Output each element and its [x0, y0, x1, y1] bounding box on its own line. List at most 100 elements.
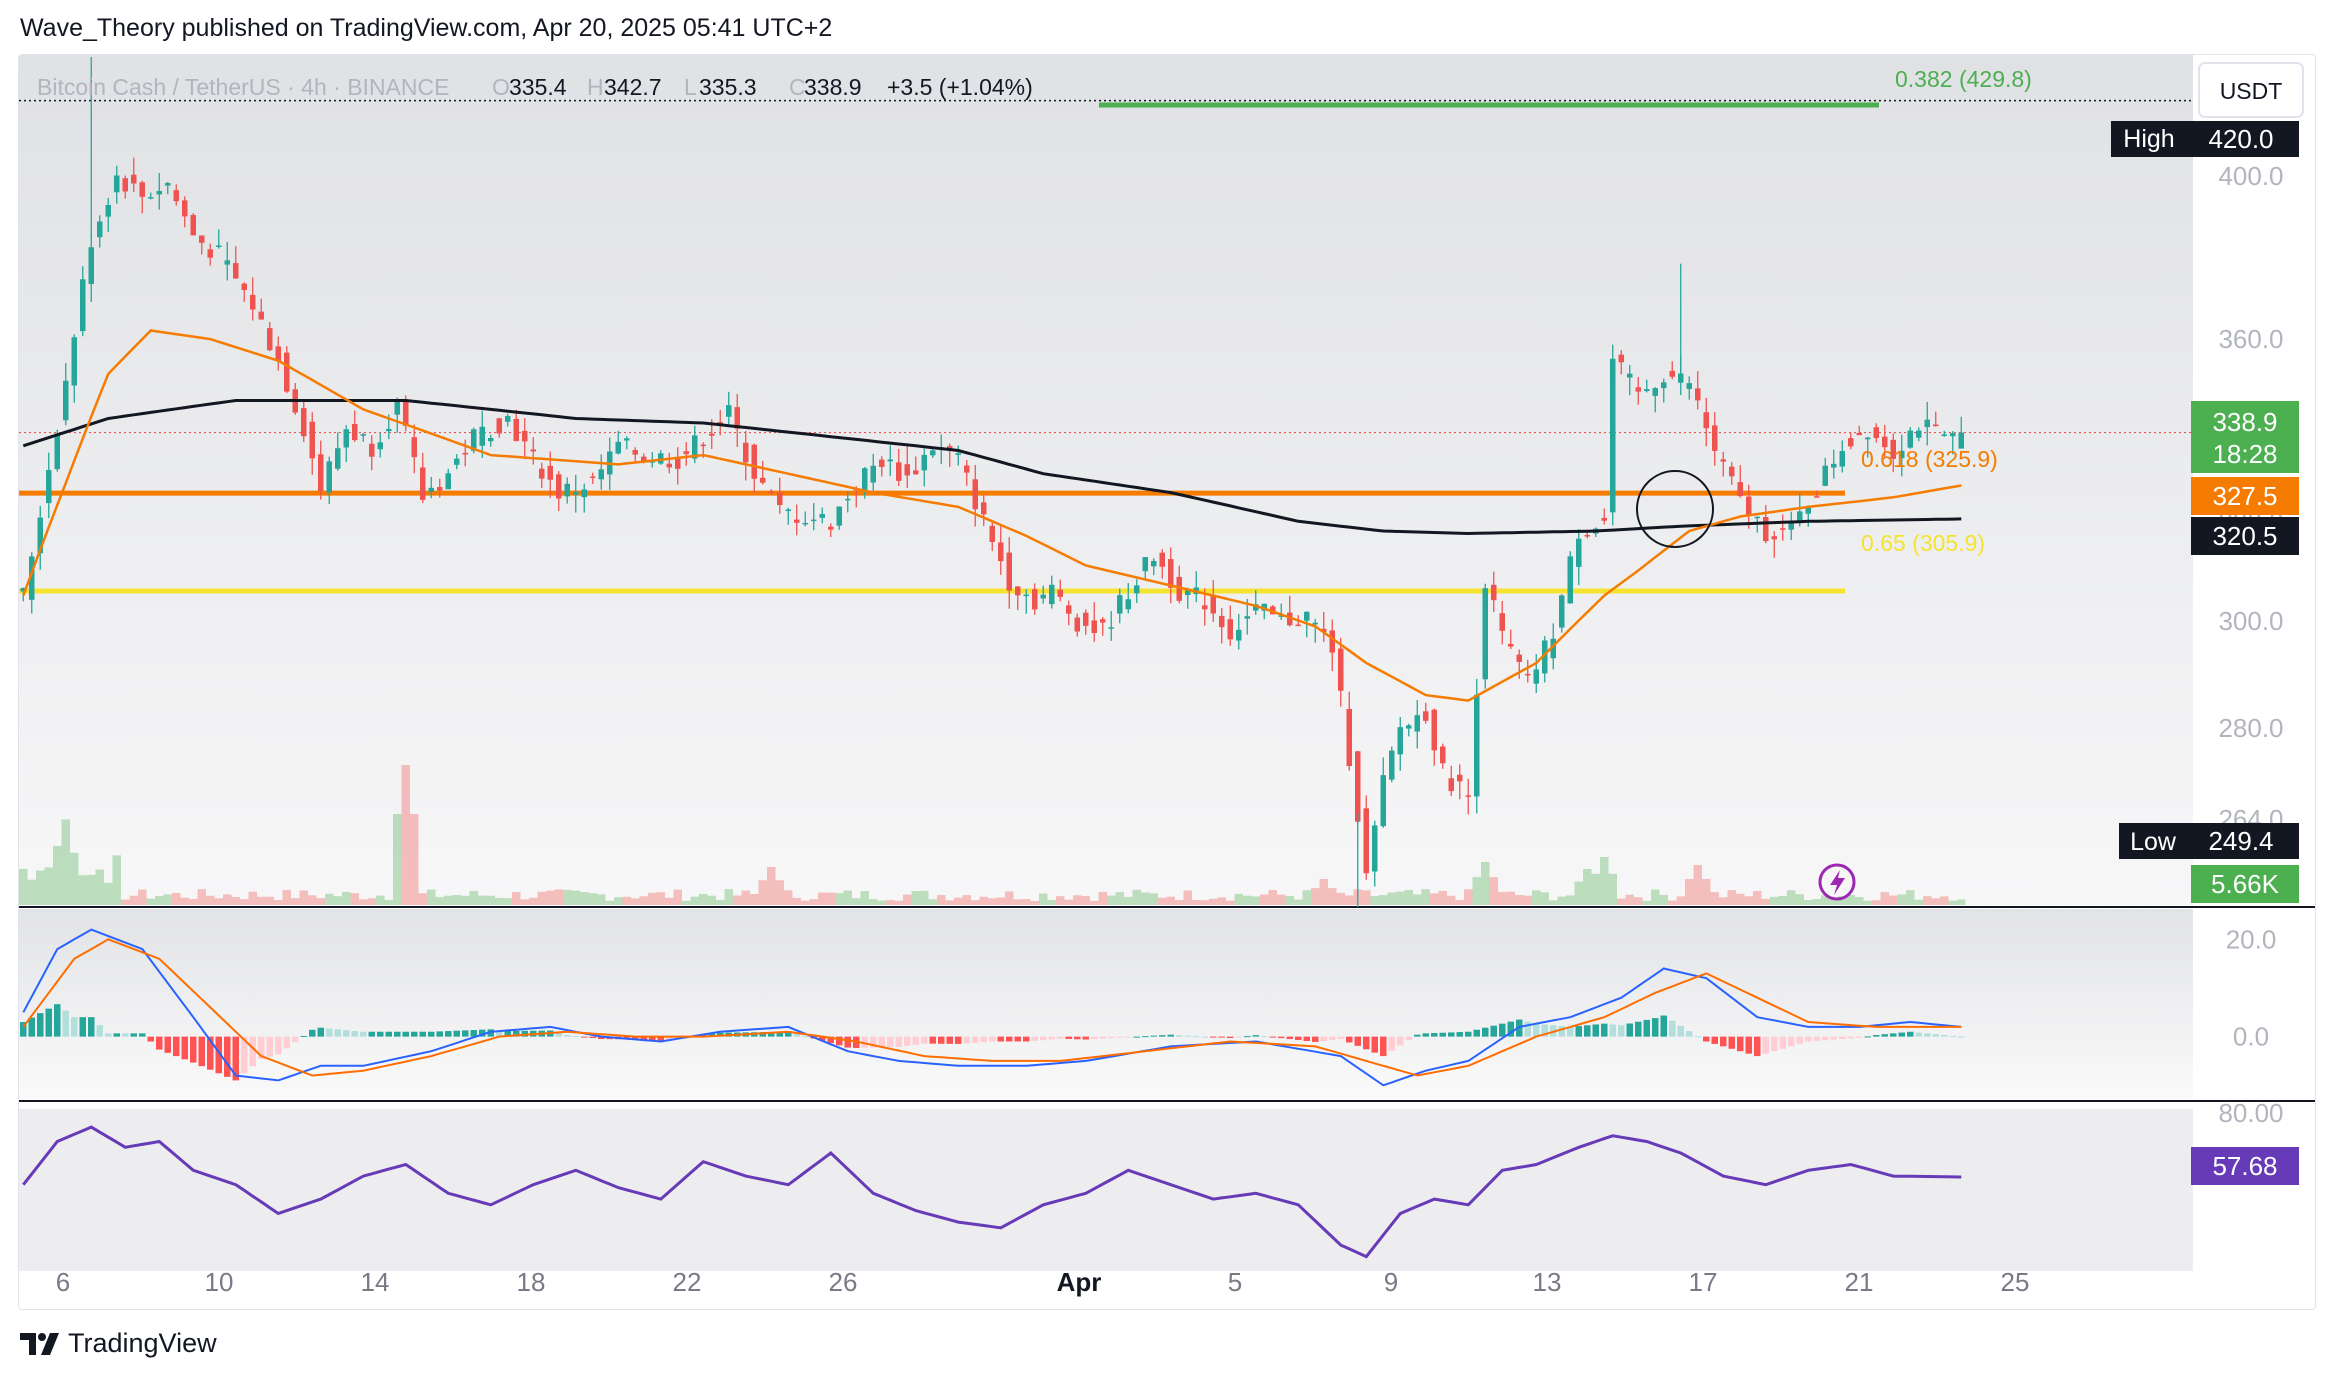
tradingview-logo-icon[interactable] [20, 1331, 60, 1357]
candle-body [377, 442, 383, 450]
svg-text:USDT: USDT [2220, 78, 2283, 104]
candle-body [1151, 560, 1157, 567]
volume-bar [1396, 891, 1405, 905]
macd-histogram-bar [300, 1035, 307, 1037]
macd-histogram-bar [997, 1036, 1004, 1042]
candle-body [964, 465, 970, 473]
volume-bar [716, 899, 725, 905]
macd-histogram-bar [1439, 1032, 1446, 1037]
volume-bar [971, 900, 980, 905]
candle-body [318, 454, 324, 491]
volume-bar [1149, 893, 1158, 905]
candle-body [1754, 516, 1760, 519]
price-axis-tick: 360.0 [2218, 324, 2283, 354]
macd-histogram-bar [1193, 1036, 1200, 1038]
volume-bar [988, 898, 997, 905]
candle-body [1669, 370, 1675, 377]
candle-body [1729, 466, 1735, 477]
macd-histogram-bar [249, 1036, 256, 1067]
volume-bar [1192, 900, 1201, 905]
volume-bar [1013, 899, 1022, 905]
macd-histogram-bar [1507, 1021, 1514, 1037]
macd-histogram-bar [1286, 1036, 1293, 1040]
candle-body [1117, 595, 1123, 614]
candle-body [1210, 594, 1216, 614]
candle-body [437, 486, 443, 491]
volume-bar [495, 897, 504, 905]
macd-histogram-bar [666, 1036, 673, 1041]
lightning-icon[interactable] [1818, 863, 1856, 901]
volume-bar [1625, 894, 1634, 905]
macd-layer [20, 928, 1965, 1087]
candle-body [1805, 507, 1811, 514]
macd-histogram-bar [470, 1030, 477, 1037]
macd-histogram-bar [1159, 1035, 1166, 1037]
candle-body [675, 458, 681, 469]
candle-body [1652, 388, 1658, 396]
volume-bar [512, 892, 521, 905]
volume-bar [1659, 894, 1668, 905]
volume-bar [1294, 899, 1303, 905]
candle-body [1525, 673, 1531, 676]
macd-histogram-bar [45, 1008, 52, 1037]
ohlc-low-value: 335.3 [699, 74, 757, 100]
chart-svg[interactable]: 400.0360.0320.0300.0280.0264.020.00.080.… [19, 55, 2315, 1309]
time-axis-tick: 22 [673, 1267, 702, 1297]
candle-body [683, 451, 689, 455]
candle-body [156, 191, 162, 195]
symbol-legend[interactable]: Bitcoin Cash / TetherUS · 4h · BINANCE [37, 74, 449, 100]
time-axis-tick: 13 [1533, 1267, 1562, 1297]
volume-bar [792, 897, 801, 905]
candle-body [819, 514, 825, 518]
candle-body [998, 542, 1004, 562]
macd-histogram-bar [955, 1036, 962, 1044]
volume-bar [1430, 893, 1439, 905]
volume-bar [1719, 897, 1728, 905]
volume-bar [1438, 891, 1447, 905]
time-axis-tick: Apr [1057, 1267, 1102, 1297]
macd-histogram-bar [1643, 1019, 1650, 1037]
candle-body [1491, 584, 1497, 601]
volume-bar [1583, 869, 1592, 905]
macd-histogram-bar [1949, 1035, 1956, 1037]
macd-histogram-bar [1303, 1036, 1310, 1041]
macd-histogram-bar [1907, 1031, 1914, 1037]
rsi-tag: 57.68 [2191, 1147, 2299, 1185]
candle-body [54, 433, 60, 470]
candle-body [1882, 436, 1888, 448]
macd-histogram-bar [113, 1033, 120, 1037]
candle-body [666, 463, 672, 468]
volume-bar [631, 898, 640, 905]
volume-bar [316, 898, 325, 905]
volume-bar [1098, 891, 1107, 905]
macd-histogram-bar [1074, 1036, 1081, 1040]
volume-bar [486, 895, 495, 905]
candle-body [37, 517, 43, 554]
tradingview-brand[interactable]: TradingView [68, 1328, 217, 1358]
chart-frame[interactable]: 400.0360.0320.0300.0280.0264.020.00.080.… [18, 54, 2316, 1310]
candle-body [1142, 557, 1148, 572]
candle-body [1780, 528, 1786, 530]
macd-histogram-bar [1422, 1033, 1429, 1037]
candle-body [505, 416, 511, 422]
candle-body [1737, 482, 1743, 497]
macd-histogram-bar [37, 1013, 44, 1037]
macd-histogram-bar [1609, 1024, 1616, 1037]
publisher-line: Wave_Theory published on TradingView.com… [20, 14, 833, 42]
macd-histogram-bar [1677, 1025, 1684, 1037]
macd-histogram-bar [1856, 1036, 1863, 1038]
macd-histogram-bar [334, 1029, 341, 1037]
macd-histogram-bar [1014, 1036, 1021, 1042]
macd-histogram-bar [1932, 1034, 1939, 1037]
candle-body [1533, 669, 1539, 684]
ohlc-open-value: 335.4 [509, 74, 567, 100]
candle-body [1057, 589, 1063, 597]
volume-bar [1226, 900, 1235, 905]
macd-histogram-bar [1584, 1025, 1591, 1037]
volume-bar [1574, 881, 1583, 905]
currency-button[interactable]: USDT [2198, 62, 2304, 118]
macd-histogram-bar [1210, 1036, 1217, 1038]
macd-histogram-bar [1312, 1036, 1319, 1042]
macd-histogram-bar [1431, 1033, 1438, 1037]
volume-bar [996, 897, 1005, 905]
